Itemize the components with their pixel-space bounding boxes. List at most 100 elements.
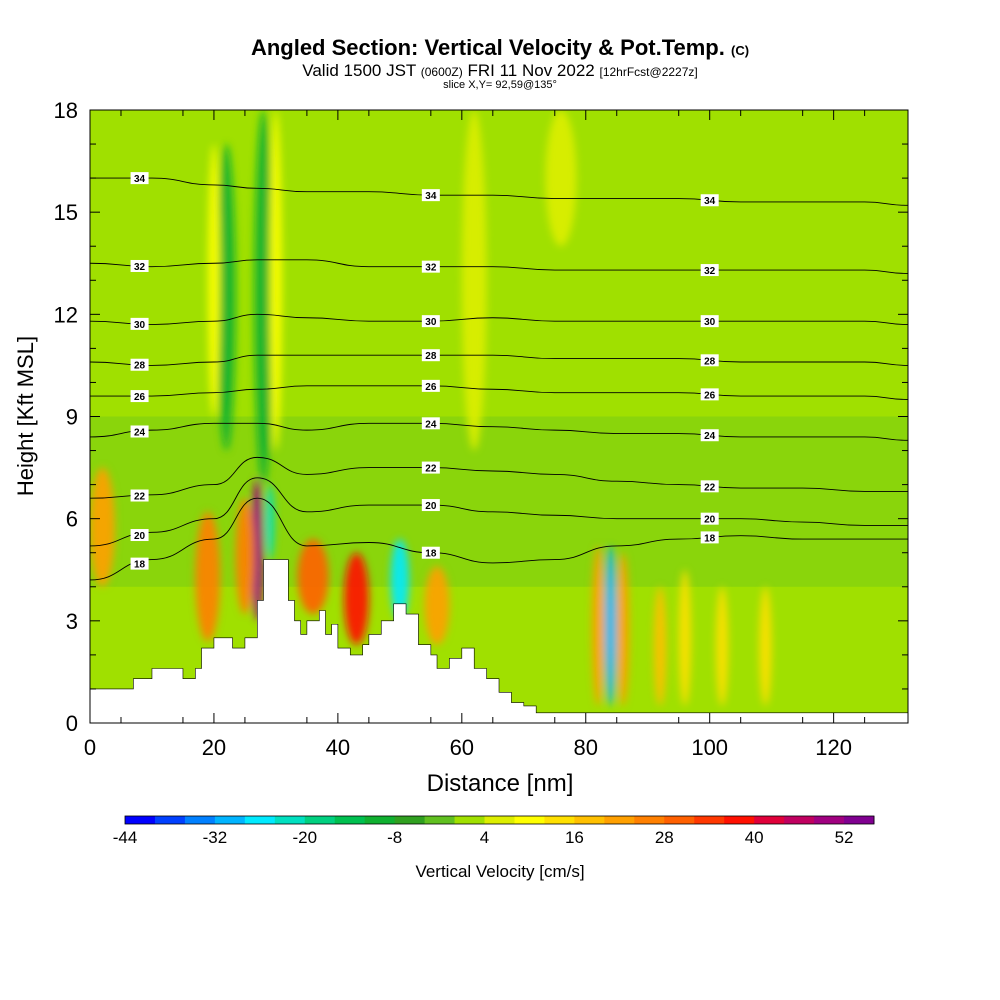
isentrope-line (90, 385, 908, 400)
isentrope-line (90, 497, 908, 581)
terrain (89, 559, 909, 724)
velocity-feature (254, 110, 273, 485)
velocity-feature (715, 586, 729, 706)
isentrope-label: 18 (425, 549, 437, 560)
terrain-mask (89, 559, 909, 724)
velocity-feature (251, 477, 264, 621)
isentrope-line (90, 354, 908, 366)
isentrope-label: 24 (425, 419, 437, 430)
isentrope-label-bg (700, 429, 719, 442)
isentrope-label: 18 (134, 560, 146, 571)
isentrope-label: 20 (704, 515, 716, 526)
x-tick-label: 0 (84, 735, 96, 760)
colorbar-swatch (424, 816, 456, 824)
isentrope-label-bg (700, 531, 719, 544)
forecast-info: [12hrFcst@2227z] (599, 65, 698, 79)
isentrope-label: 28 (425, 351, 437, 362)
isentrope-label: 28 (704, 356, 716, 367)
slice-info: slice X,Y= 92,59@135° (443, 79, 557, 91)
isentrope-label-bg (130, 358, 149, 371)
valid-zulu: (0600Z) (420, 65, 463, 79)
colorbar-swatch (664, 816, 695, 824)
colorbar-swatch (604, 816, 635, 824)
isentrope-label-bg (700, 354, 719, 367)
isentrope-line (90, 259, 908, 274)
colorbar-swatch (454, 816, 486, 824)
isentrope-label-bg (130, 529, 149, 542)
velocity-feature (461, 110, 487, 451)
isentrope-label: 34 (704, 196, 716, 207)
velocity-feature (616, 552, 630, 706)
colorbar-label: Vertical Velocity [cm/s] (415, 862, 585, 881)
isentrope-label-bg (130, 317, 149, 330)
colorbar-tick-label: -32 (203, 828, 228, 847)
isentrope-label: 34 (134, 174, 146, 185)
isentrope-label-bg (421, 546, 440, 559)
velocity-feature (390, 539, 410, 621)
y-tick-label: 15 (54, 200, 78, 225)
colorbar-swatch (844, 816, 875, 824)
isentrope-label-bg (421, 379, 440, 392)
x-tick-label: 20 (202, 735, 226, 760)
velocity-feature (759, 586, 772, 706)
axes: 0 20 40 60 80 100 120 0 3 6 9 12 15 18 (54, 98, 908, 760)
isentrope-label: 32 (704, 266, 716, 277)
isentrope-label: 28 (134, 361, 146, 372)
velocity-feature (269, 110, 283, 451)
colorbar-tick-label: 52 (835, 828, 854, 847)
isentrope-label-bg (130, 489, 149, 502)
x-tick-label: 80 (574, 735, 598, 760)
isentrope-label: 26 (425, 382, 437, 393)
isentrope-line (90, 477, 908, 547)
isentrope-label-bg (130, 172, 149, 185)
colorbar-swatch (754, 816, 785, 824)
colorbar-swatch (214, 816, 246, 824)
colorbar-swatch (364, 816, 396, 824)
velocity-feature (207, 144, 221, 417)
isentrope-label-bg (421, 260, 440, 273)
velocity-feature (344, 552, 369, 645)
velocity-field (90, 110, 772, 706)
colorbar-swatch (814, 816, 845, 824)
isentrope-label-bg (700, 512, 719, 525)
isentrope-label: 26 (134, 392, 146, 403)
colorbar-swatch (304, 816, 336, 824)
colorbar-tick-label: 4 (480, 828, 489, 847)
valid-time: Valid 1500 JST (302, 61, 416, 80)
velocity-feature (678, 569, 692, 706)
colorbar-swatch (334, 816, 366, 824)
isentrope-label-bg (130, 390, 149, 403)
x-tick-label: 120 (815, 735, 852, 760)
isentrope-label-bg (421, 315, 440, 328)
colorbar-tick-label: 16 (565, 828, 584, 847)
x-axis-label: Distance [nm] (427, 770, 574, 797)
isentrope-label-bg (130, 425, 149, 438)
colorbar-swatch (574, 816, 605, 824)
isentrope-label: 22 (704, 482, 716, 493)
potential-temperature-contours: 34 34 34 32 32 32 30 30 30 28 28 28 26 26 26 24 24 24 22 22… (90, 172, 908, 581)
colorbar-swatch (544, 816, 575, 824)
velocity-feature (604, 545, 617, 706)
velocity-feature (90, 467, 115, 587)
isentrope-label: 32 (134, 262, 146, 273)
y-axis-label: Height [Kft MSL] (13, 336, 38, 496)
isentrope-label: 22 (425, 464, 437, 475)
velocity-feature (545, 110, 577, 247)
velocity-feature (591, 545, 605, 706)
colorbar-swatch (154, 816, 186, 824)
colorbar-swatch (244, 816, 276, 824)
x-tick-label: 100 (691, 735, 728, 760)
colorbar-swatch (724, 816, 755, 824)
isentrope-label-bg (700, 315, 719, 328)
isentrope-label-bg (421, 417, 440, 430)
isentrope-label-bg (700, 194, 719, 207)
colorbar-swatch (274, 816, 306, 824)
y-tick-label: 9 (66, 405, 78, 430)
x-tick-label: 60 (450, 735, 474, 760)
isentrope-label: 26 (704, 390, 716, 401)
isentrope-label-bg (421, 461, 440, 474)
isentrope-label: 34 (425, 191, 437, 202)
colorbar-tick-label: -8 (387, 828, 402, 847)
isentrope-label: 30 (704, 317, 716, 328)
isentrope-label-bg (421, 499, 440, 512)
